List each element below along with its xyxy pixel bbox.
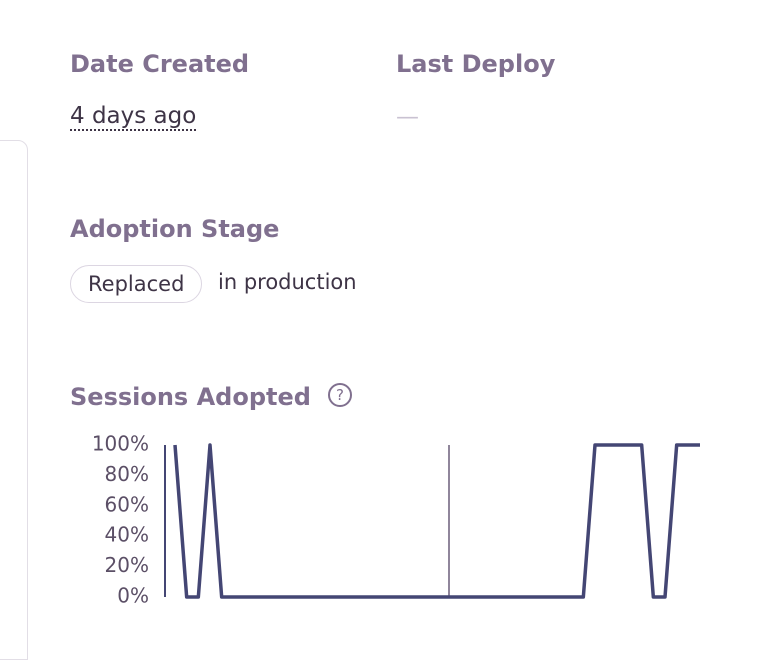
sessions-chart: 0% 20% 40% 60% 80% 100% (92, 432, 700, 608)
y-tick-label: 0% (117, 584, 149, 608)
line-series (173, 443, 700, 599)
page: {"details": {"date_created": {"label": "… (0, 50, 700, 660)
field-label: Date Created (70, 50, 250, 78)
y-tick-label: 100% (92, 432, 149, 456)
environment-text: in production (218, 270, 357, 294)
stage-tag: Replaced (70, 265, 203, 303)
y-tick-label: 20% (105, 553, 149, 577)
y-tick-label: 40% (105, 523, 149, 547)
date-value[interactable]: 4 days ago (70, 103, 197, 132)
y-tick-label: 80% (105, 462, 149, 486)
deploy-value: — (396, 104, 419, 130)
field-label: Last Deploy (396, 50, 556, 78)
field-label: Sessions Adopted (70, 383, 311, 411)
field-label: Adoption Stage (70, 215, 280, 243)
y-tick-label: 60% (105, 492, 149, 516)
help-icon[interactable]: ? (328, 383, 352, 407)
